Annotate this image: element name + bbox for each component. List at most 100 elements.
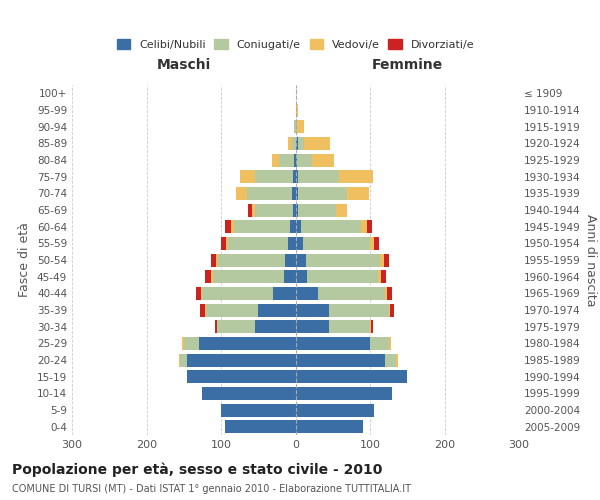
Bar bbox=[279, 154, 294, 166]
Bar bbox=[340, 170, 373, 183]
Bar bbox=[396, 354, 398, 366]
Bar bbox=[288, 137, 292, 150]
Bar bbox=[374, 237, 379, 250]
Bar bbox=[241, 170, 255, 183]
Bar bbox=[201, 287, 202, 300]
Bar bbox=[182, 337, 184, 350]
Bar bbox=[296, 404, 374, 416]
Bar bbox=[298, 137, 304, 150]
Bar bbox=[202, 387, 296, 400]
Bar bbox=[296, 120, 297, 133]
Bar bbox=[284, 270, 296, 283]
Bar bbox=[285, 254, 296, 266]
Bar bbox=[390, 304, 394, 316]
Bar bbox=[288, 237, 296, 250]
Bar bbox=[180, 354, 187, 366]
Bar bbox=[221, 237, 226, 250]
Bar bbox=[184, 337, 199, 350]
Bar bbox=[254, 320, 296, 333]
Bar bbox=[306, 254, 380, 266]
Bar bbox=[370, 237, 374, 250]
Bar bbox=[200, 304, 205, 316]
Bar bbox=[381, 270, 386, 283]
Bar bbox=[248, 204, 251, 216]
Bar bbox=[293, 204, 296, 216]
Bar bbox=[384, 254, 389, 266]
Bar bbox=[293, 170, 296, 183]
Bar bbox=[294, 154, 296, 166]
Bar bbox=[255, 170, 293, 183]
Legend: Celibi/Nubili, Coniugati/e, Vedovi/e, Divorziati/e: Celibi/Nubili, Coniugati/e, Vedovi/e, Di… bbox=[112, 34, 479, 54]
Bar bbox=[216, 254, 218, 266]
Bar bbox=[211, 270, 213, 283]
Bar bbox=[296, 154, 297, 166]
Bar bbox=[296, 270, 307, 283]
Bar bbox=[389, 304, 390, 316]
Bar bbox=[211, 254, 216, 266]
Bar bbox=[296, 137, 298, 150]
Text: COMUNE DI TURSI (MT) - Dati ISTAT 1° gennaio 2010 - Elaborazione TUTTITALIA.IT: COMUNE DI TURSI (MT) - Dati ISTAT 1° gen… bbox=[12, 484, 411, 494]
Bar bbox=[296, 170, 298, 183]
Bar bbox=[202, 287, 273, 300]
Bar bbox=[296, 104, 298, 117]
Bar bbox=[347, 187, 369, 200]
Bar bbox=[218, 254, 285, 266]
Bar bbox=[247, 187, 292, 200]
Y-axis label: Fasce di età: Fasce di età bbox=[19, 222, 31, 298]
Bar bbox=[213, 270, 284, 283]
Bar bbox=[187, 370, 296, 383]
Text: Maschi: Maschi bbox=[157, 58, 211, 71]
Bar bbox=[296, 237, 303, 250]
Bar bbox=[255, 204, 293, 216]
Bar bbox=[296, 254, 306, 266]
Bar bbox=[298, 204, 336, 216]
Bar bbox=[296, 320, 329, 333]
Bar bbox=[296, 304, 329, 316]
Bar bbox=[297, 120, 304, 133]
Bar bbox=[225, 220, 230, 233]
Bar bbox=[205, 304, 206, 316]
Bar bbox=[318, 287, 385, 300]
Bar bbox=[329, 304, 389, 316]
Bar bbox=[296, 287, 318, 300]
Bar bbox=[258, 304, 296, 316]
Bar bbox=[292, 187, 296, 200]
Bar bbox=[297, 154, 312, 166]
Bar bbox=[290, 220, 296, 233]
Bar bbox=[298, 187, 347, 200]
Bar bbox=[296, 420, 362, 433]
Bar bbox=[385, 354, 396, 366]
Bar bbox=[215, 320, 217, 333]
Bar bbox=[296, 370, 407, 383]
Bar bbox=[273, 287, 296, 300]
Bar bbox=[199, 337, 296, 350]
Bar bbox=[296, 220, 301, 233]
Bar bbox=[380, 254, 384, 266]
Bar bbox=[294, 120, 296, 133]
Bar bbox=[217, 320, 254, 333]
Bar bbox=[296, 387, 392, 400]
Bar bbox=[367, 220, 372, 233]
Bar bbox=[225, 420, 296, 433]
Bar bbox=[329, 320, 370, 333]
Bar bbox=[298, 170, 340, 183]
Bar bbox=[378, 270, 381, 283]
Bar bbox=[361, 220, 367, 233]
Bar bbox=[303, 237, 370, 250]
Bar bbox=[205, 270, 211, 283]
Bar bbox=[292, 137, 296, 150]
Text: Popolazione per età, sesso e stato civile - 2010: Popolazione per età, sesso e stato civil… bbox=[12, 462, 382, 477]
Bar bbox=[304, 137, 330, 150]
Bar bbox=[312, 154, 334, 166]
Bar bbox=[251, 204, 255, 216]
Bar bbox=[233, 220, 290, 233]
Bar bbox=[221, 404, 296, 416]
Bar bbox=[230, 220, 233, 233]
Bar bbox=[296, 204, 298, 216]
Bar bbox=[385, 287, 387, 300]
Bar bbox=[206, 304, 258, 316]
Bar bbox=[226, 237, 229, 250]
Bar bbox=[387, 287, 392, 300]
Y-axis label: Anni di nascita: Anni di nascita bbox=[584, 214, 597, 306]
Bar bbox=[389, 337, 391, 350]
